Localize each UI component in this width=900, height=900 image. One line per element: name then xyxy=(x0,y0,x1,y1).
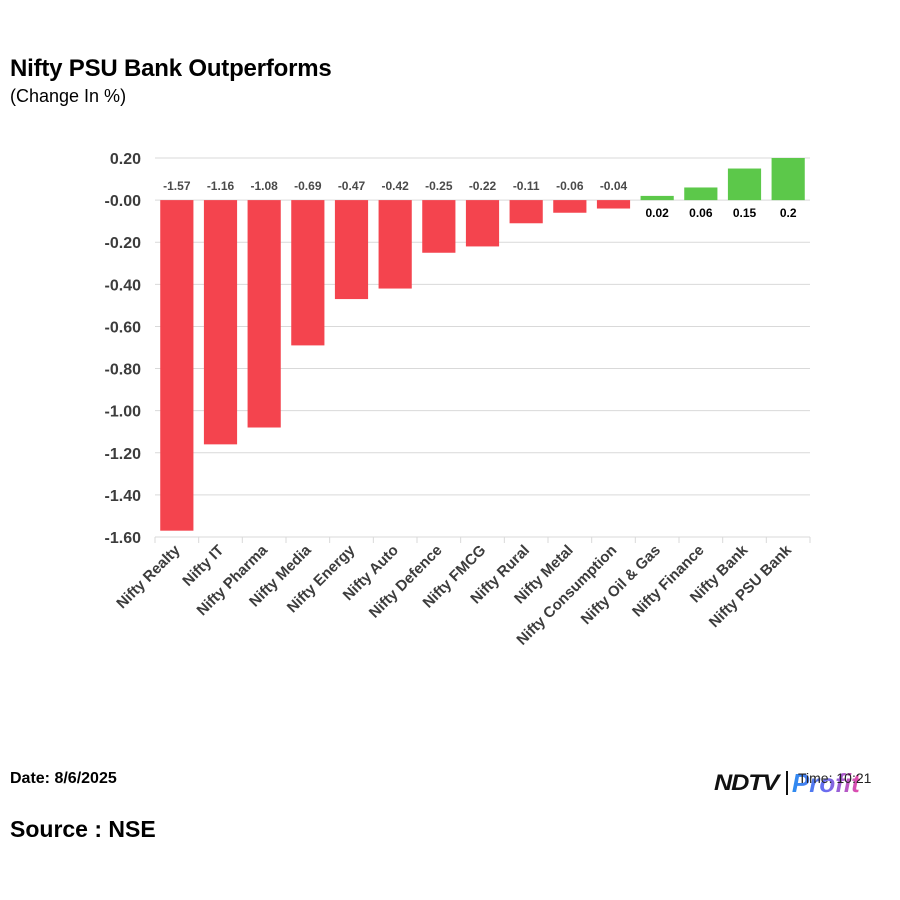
data-label: -0.22 xyxy=(469,179,497,193)
data-label: 0.15 xyxy=(733,206,757,220)
data-label: -1.57 xyxy=(163,179,191,193)
bar xyxy=(334,200,369,300)
data-label: -0.69 xyxy=(294,179,322,193)
brand-logo: NDTV Profit Time: 10:21 xyxy=(714,766,871,800)
bar xyxy=(640,195,674,201)
data-label: -0.04 xyxy=(600,179,628,193)
brand-time-text: Time: 10:21 xyxy=(798,770,872,786)
category-label: Nifty PSU Bank xyxy=(706,541,796,631)
brand-separator xyxy=(785,771,788,795)
category-label: Nifty Oil & Gas xyxy=(578,542,664,628)
y-tick-label: -0.60 xyxy=(105,319,142,336)
bar xyxy=(203,200,238,445)
chart-subtitle: (Change In %) xyxy=(10,86,127,106)
y-tick-label: -0.20 xyxy=(105,235,142,252)
bar xyxy=(684,187,718,201)
bar xyxy=(247,200,281,428)
data-label: -0.06 xyxy=(556,179,584,193)
bar xyxy=(378,200,412,289)
bar xyxy=(509,200,543,224)
bar xyxy=(465,200,500,247)
chart-title: Nifty PSU Bank Outperforms xyxy=(10,55,332,82)
date-label: Date: 8/6/2025 xyxy=(10,770,117,787)
brand-profit-text: Profit xyxy=(791,767,860,798)
y-tick-label: -1.40 xyxy=(105,488,142,505)
bar xyxy=(422,200,456,253)
y-tick-label: -1.00 xyxy=(105,404,142,421)
bar xyxy=(596,200,631,209)
bar xyxy=(160,200,194,531)
data-label: -1.08 xyxy=(250,179,278,193)
data-label: 0.02 xyxy=(645,206,669,220)
bar xyxy=(291,200,325,346)
data-label: -0.25 xyxy=(425,179,453,193)
y-tick-label: -0.40 xyxy=(105,277,142,294)
bar xyxy=(727,168,762,201)
y-tick-label: -1.60 xyxy=(105,530,142,547)
y-tick-label: -0.80 xyxy=(105,362,142,379)
source-label: Source : NSE xyxy=(10,816,156,842)
data-label: -1.16 xyxy=(207,179,235,193)
y-tick-label: -0.00 xyxy=(105,193,142,210)
brand-ndtv-text: NDTV xyxy=(714,770,779,795)
y-tick-label: -1.20 xyxy=(105,446,142,463)
data-label: -0.11 xyxy=(513,179,540,193)
bar xyxy=(553,200,587,213)
data-label: 0.06 xyxy=(689,206,713,220)
bar xyxy=(771,158,805,201)
data-label: -0.47 xyxy=(338,179,366,193)
data-label: -0.42 xyxy=(381,179,409,193)
category-label: Nifty Realty xyxy=(113,541,184,612)
data-label: 0.2 xyxy=(780,206,797,220)
y-tick-label: 0.20 xyxy=(110,151,141,168)
